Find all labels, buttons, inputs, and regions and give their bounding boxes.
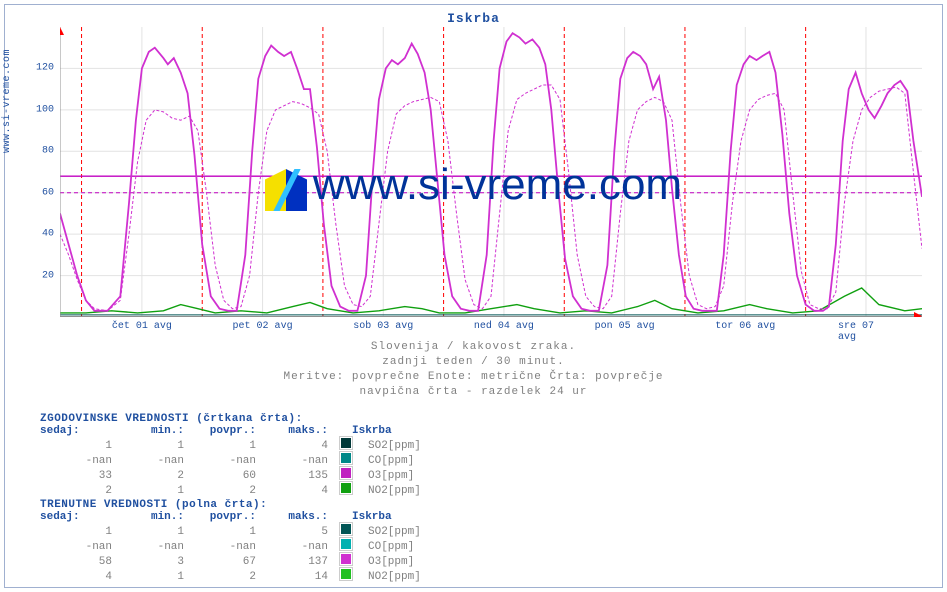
table-header: sedaj:min.:povpr.:maks.:Iskrba <box>40 511 424 523</box>
table-row: -nan-nan-nan-nanCO[ppm] <box>40 452 424 467</box>
subtitle-line: Slovenija / kakovost zraka. <box>5 340 942 355</box>
x-tick-label: sob 03 avg <box>353 321 413 332</box>
y-tick-label: 100 <box>36 104 54 115</box>
x-tick-label: pon 05 avg <box>595 321 655 332</box>
y-tick-label: 60 <box>42 187 54 198</box>
y-tick-label: 120 <box>36 63 54 74</box>
chart-subtitle: Slovenija / kakovost zraka. zadnji teden… <box>5 340 942 400</box>
hist-table-title: ZGODOVINSKE VREDNOSTI (črtkana črta): <box>40 413 424 425</box>
y-tick-label: 80 <box>42 146 54 157</box>
y-tick-label: 20 <box>42 270 54 281</box>
x-axis-ticks: čet 01 avg pet 02 avg sob 03 avg ned 04 avg… <box>60 321 922 335</box>
table-row: 1114SO2[ppm] <box>40 437 424 452</box>
data-tables: ZGODOVINSKE VREDNOSTI (črtkana črta):sed… <box>40 413 424 583</box>
table-header: sedaj:min.:povpr.:maks.:Iskrba <box>40 425 424 437</box>
report-frame: Iskrba www.si-vreme.com 20406080100120 č… <box>4 4 943 588</box>
table-row: 58367137O3[ppm] <box>40 553 424 568</box>
table-row: 1115SO2[ppm] <box>40 523 424 538</box>
subtitle-line: navpična črta - razdelek 24 ur <box>5 385 942 400</box>
timeseries-chart <box>60 27 922 317</box>
table-row: 33260135O3[ppm] <box>40 467 424 482</box>
side-url-label: www.si-vreme.com <box>2 49 13 153</box>
table-row: 41214NO2[ppm] <box>40 568 424 583</box>
subtitle-line: Meritve: povprečne Enote: metrične Črta:… <box>5 370 942 385</box>
x-tick-label: tor 06 avg <box>715 321 775 332</box>
y-tick-label: 40 <box>42 229 54 240</box>
table-row: 2124NO2[ppm] <box>40 482 424 497</box>
table-row: -nan-nan-nan-nanCO[ppm] <box>40 538 424 553</box>
curr-table-title: TRENUTNE VREDNOSTI (polna črta): <box>40 499 424 511</box>
x-tick-label: pet 02 avg <box>233 321 293 332</box>
x-tick-label: ned 04 avg <box>474 321 534 332</box>
x-tick-label: čet 01 avg <box>112 321 172 332</box>
chart-title: Iskrba <box>5 11 942 26</box>
subtitle-line: zadnji teden / 30 minut. <box>5 355 942 370</box>
chart-area: 20406080100120 <box>60 27 922 317</box>
